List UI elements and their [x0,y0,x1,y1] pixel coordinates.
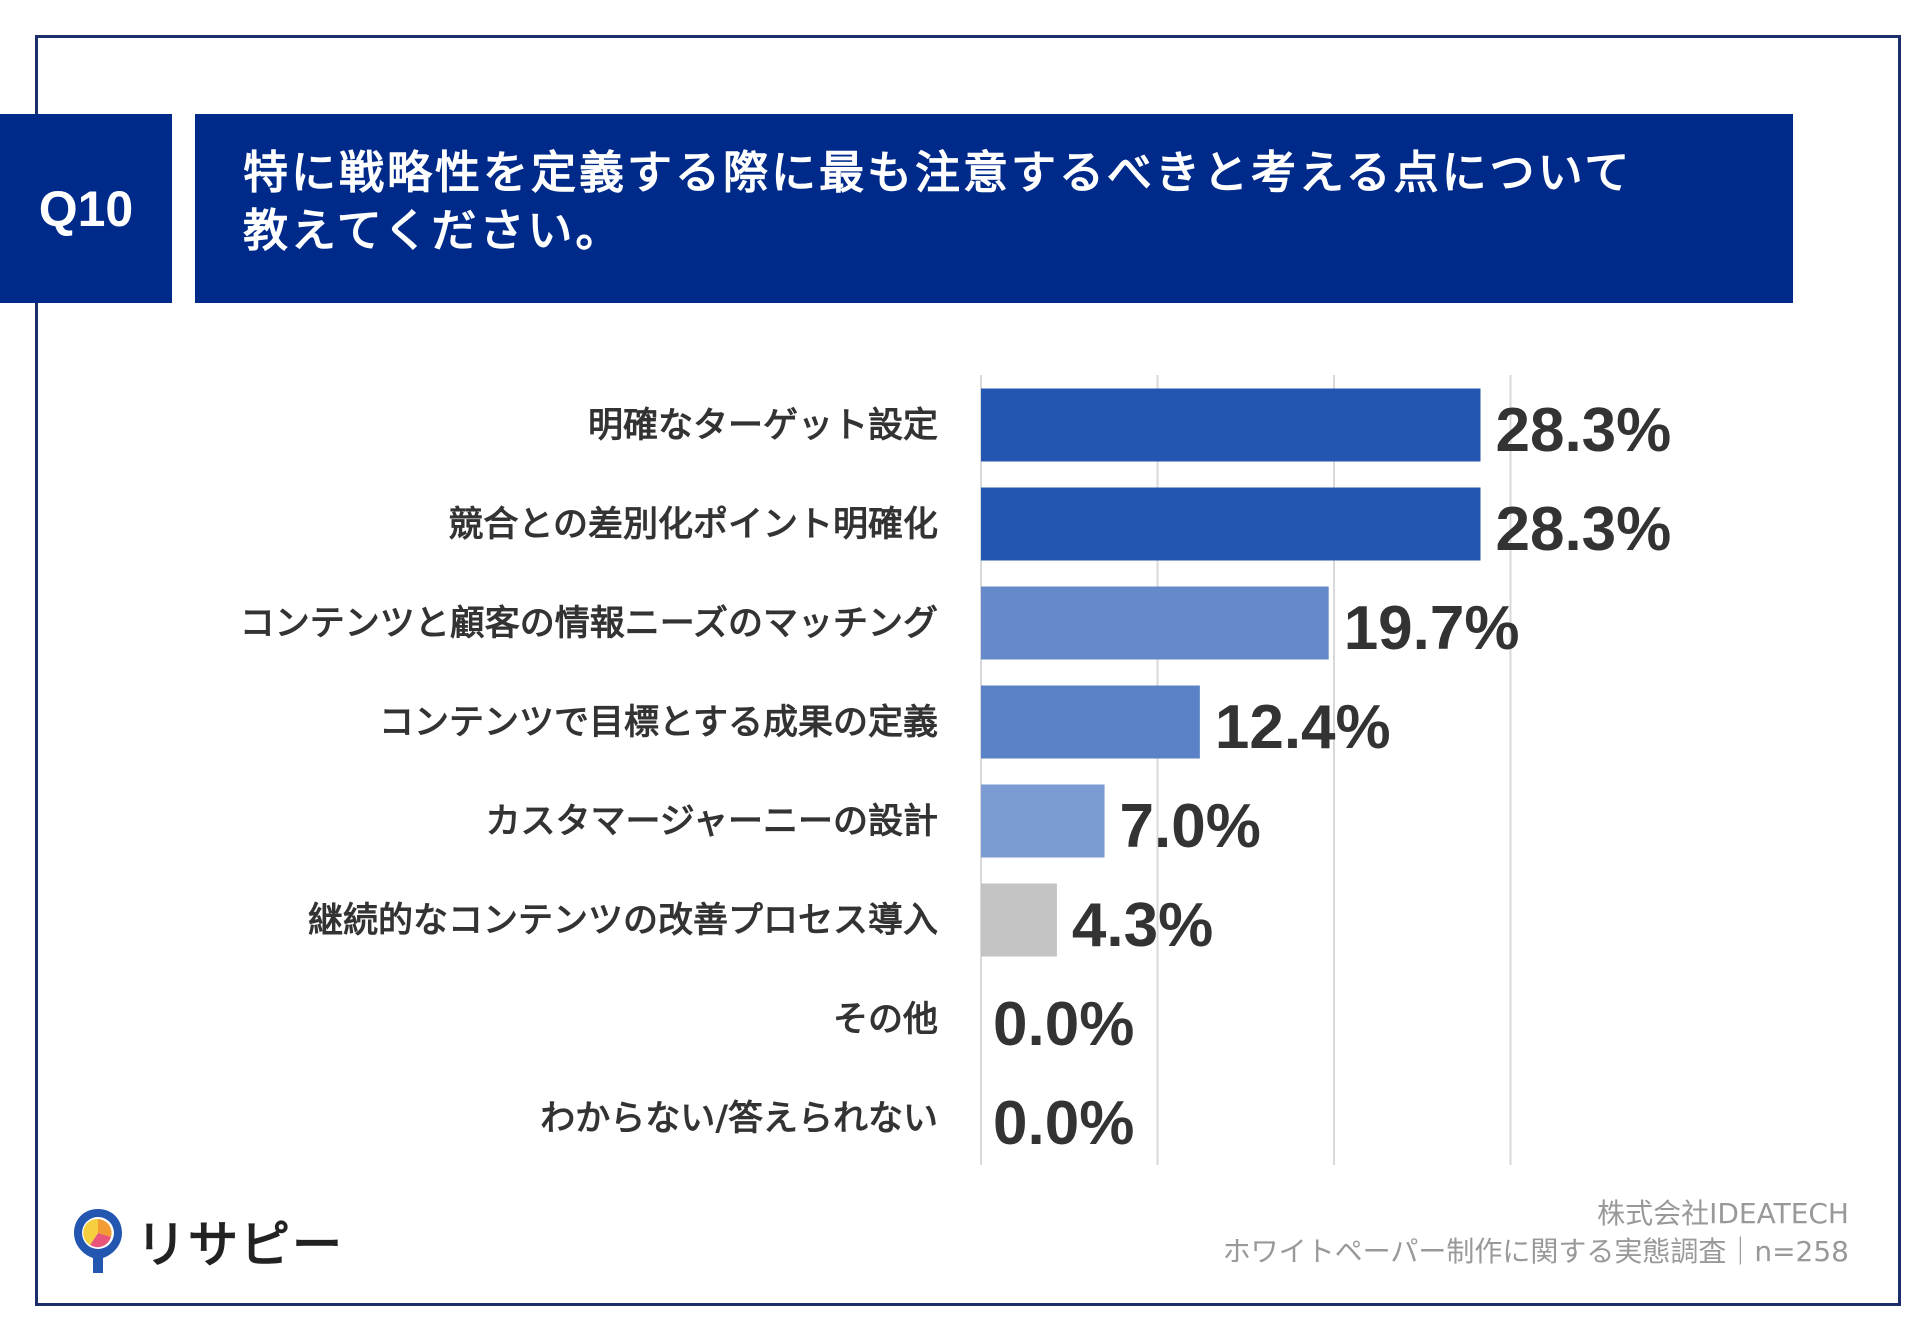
question-title-line2: 教えてください。 [243,204,624,257]
category-label-2: コンテンツと顧客の情報ニーズのマッチング [240,603,938,644]
value-label-6: 0.0% [993,990,1134,1059]
category-label-4: カスタマージャーニーの設計 [485,802,938,842]
question-title-line1: 特に戦略性を定義する際に最も注意するべきと考える点について [243,146,1633,199]
category-label-3: コンテンツで目標とする成果の定義 [379,703,938,743]
bar-4 [981,784,1105,858]
logo-text: リサピー [136,1216,344,1274]
value-label-1: 28.3% [1495,495,1671,564]
question-number: Q10 [38,180,134,237]
value-label-5: 4.3% [1072,891,1213,960]
value-label-7: 0.0% [993,1089,1134,1158]
value-label-3: 12.4% [1215,693,1391,762]
bar-1 [981,487,1481,561]
category-label-6: その他 [833,1000,938,1040]
bar-3 [981,685,1200,759]
outer-frame [35,35,1901,1306]
source-note: 株式会社IDEATECH ホワイトペーパー制作に関する実態調査｜n=258 [1223,1195,1849,1271]
category-label-0: 明確なターゲット設定 [588,406,938,446]
category-label-1: 競合との差別化ポイント明確化 [448,504,938,545]
value-label-0: 28.3% [1495,396,1671,465]
category-label-5: 継続的なコンテンツの改善プロセス導入 [308,901,938,941]
source-company: 株式会社IDEATECH [1597,1197,1849,1230]
source-survey: ホワイトペーパー制作に関する実態調査｜n=258 [1222,1235,1849,1268]
bar-5 [981,883,1057,957]
category-label-7: わからない/答えられない [540,1099,938,1139]
question-number-badge: Q10 [0,114,172,303]
logo-pin-icon [74,1209,122,1273]
risapy-logo: リサピー [70,1205,344,1277]
value-label-4: 7.0% [1120,792,1261,861]
bar-0 [981,388,1481,462]
question-title-banner: 特に戦略性を定義する際に最も注意するべきと考える点について 教えてください。 [195,114,1793,303]
bar-2 [981,586,1329,660]
value-label-2: 19.7% [1344,594,1520,663]
